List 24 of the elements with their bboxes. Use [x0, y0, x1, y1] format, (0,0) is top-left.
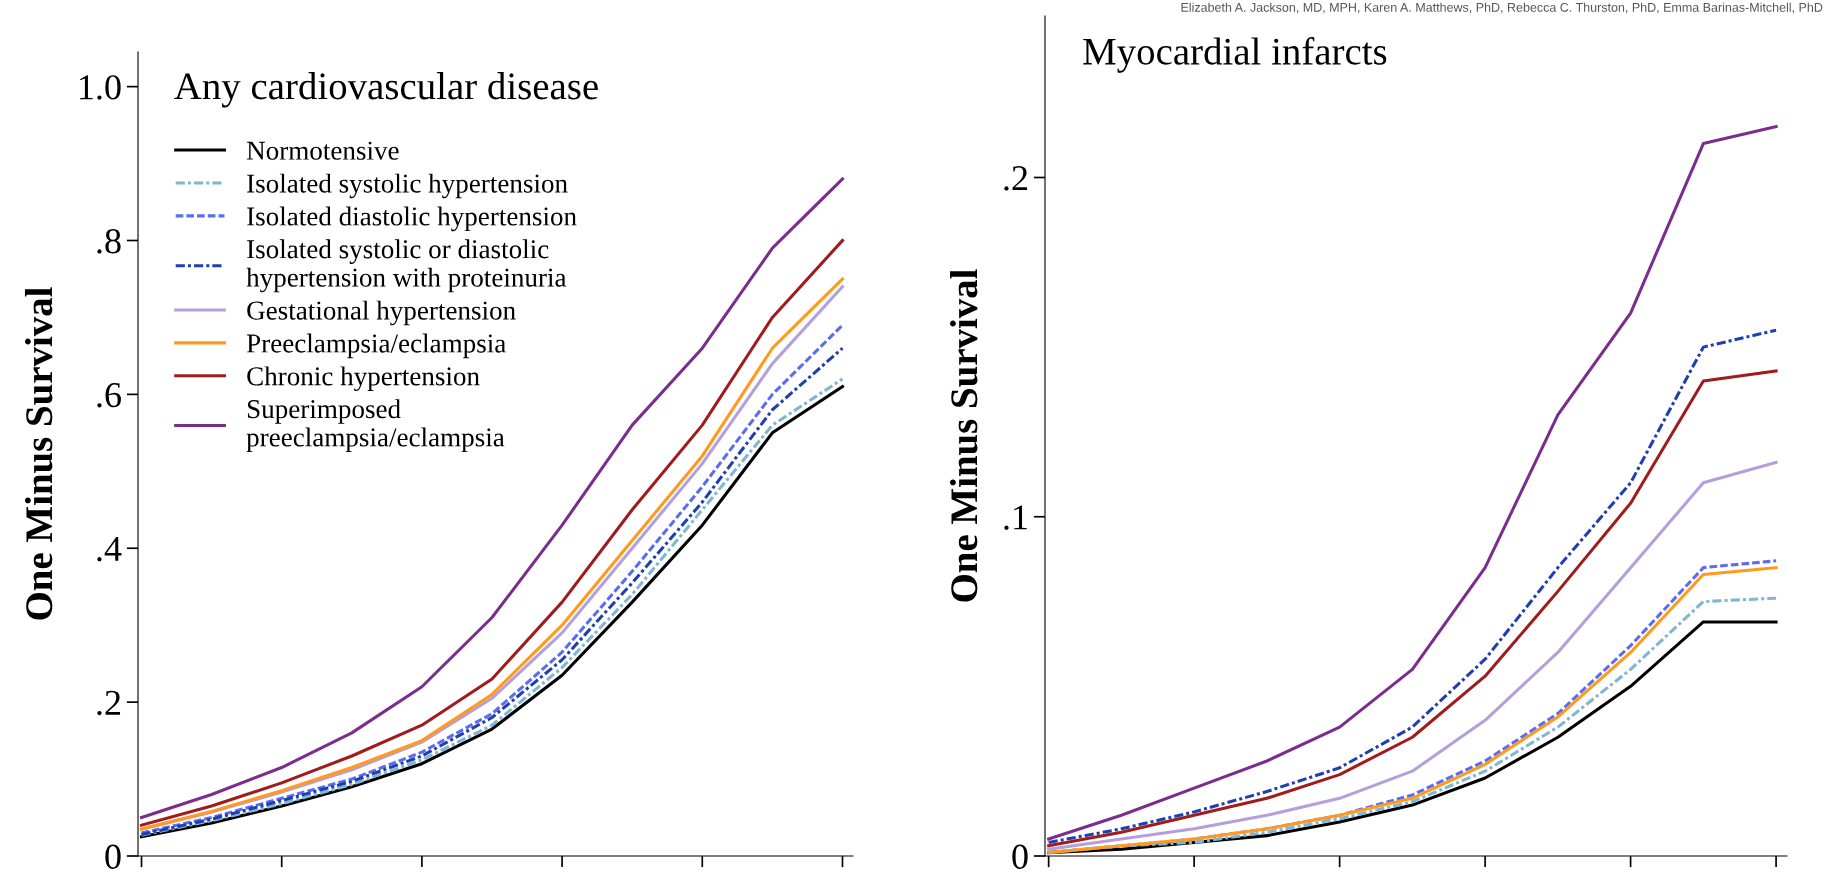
- legend-label: Gestational hypertension: [247, 300, 516, 326]
- legend-label: Isolated systolic hypertension: [247, 173, 568, 199]
- legend-label: Superimposed preeclampsia/eclampsia: [246, 399, 505, 453]
- y-tick-label: 0: [1012, 844, 1028, 869]
- legend-label: Isolated diastolic hypertension: [247, 206, 577, 232]
- y-tick-label: .4: [97, 537, 122, 562]
- text: Elizabeth A. Jackson, MD, MPH, Karen A. Matthews, PhD, Rebecca C. Thurston, PhD, Emma Barinas-Mitchell, PhD: [1181, 2, 1823, 14]
- y-axis-title: One Minus Survival: [950, 269, 978, 602]
- y-axis-title: One Minus Survival: [24, 287, 53, 620]
- legend-label: Preeclampsia/eclampsia: [246, 333, 506, 359]
- y-tick-label: .8: [97, 229, 121, 254]
- y-tick-label: .2: [97, 690, 121, 716]
- y-tick-label: .2: [1004, 166, 1028, 191]
- y-tick-label: 1.0: [80, 75, 121, 100]
- legend-label: Isolated systolic or diastolic hypertension with proteinuria: [246, 239, 567, 293]
- y-tick-label: .6: [97, 382, 121, 408]
- chart-title: Any cardiovascular disease: [174, 72, 598, 108]
- y-tick-label: 0: [105, 844, 121, 869]
- line-series: [1047, 125, 1778, 841]
- y-tick-label: .1: [1004, 505, 1027, 530]
- legend-label: Chronic hypertension: [247, 366, 480, 392]
- line-series: [1047, 460, 1778, 851]
- legend-label: Normotensive: [246, 141, 399, 160]
- chart-title: Myocardial infarcts: [1083, 37, 1387, 73]
